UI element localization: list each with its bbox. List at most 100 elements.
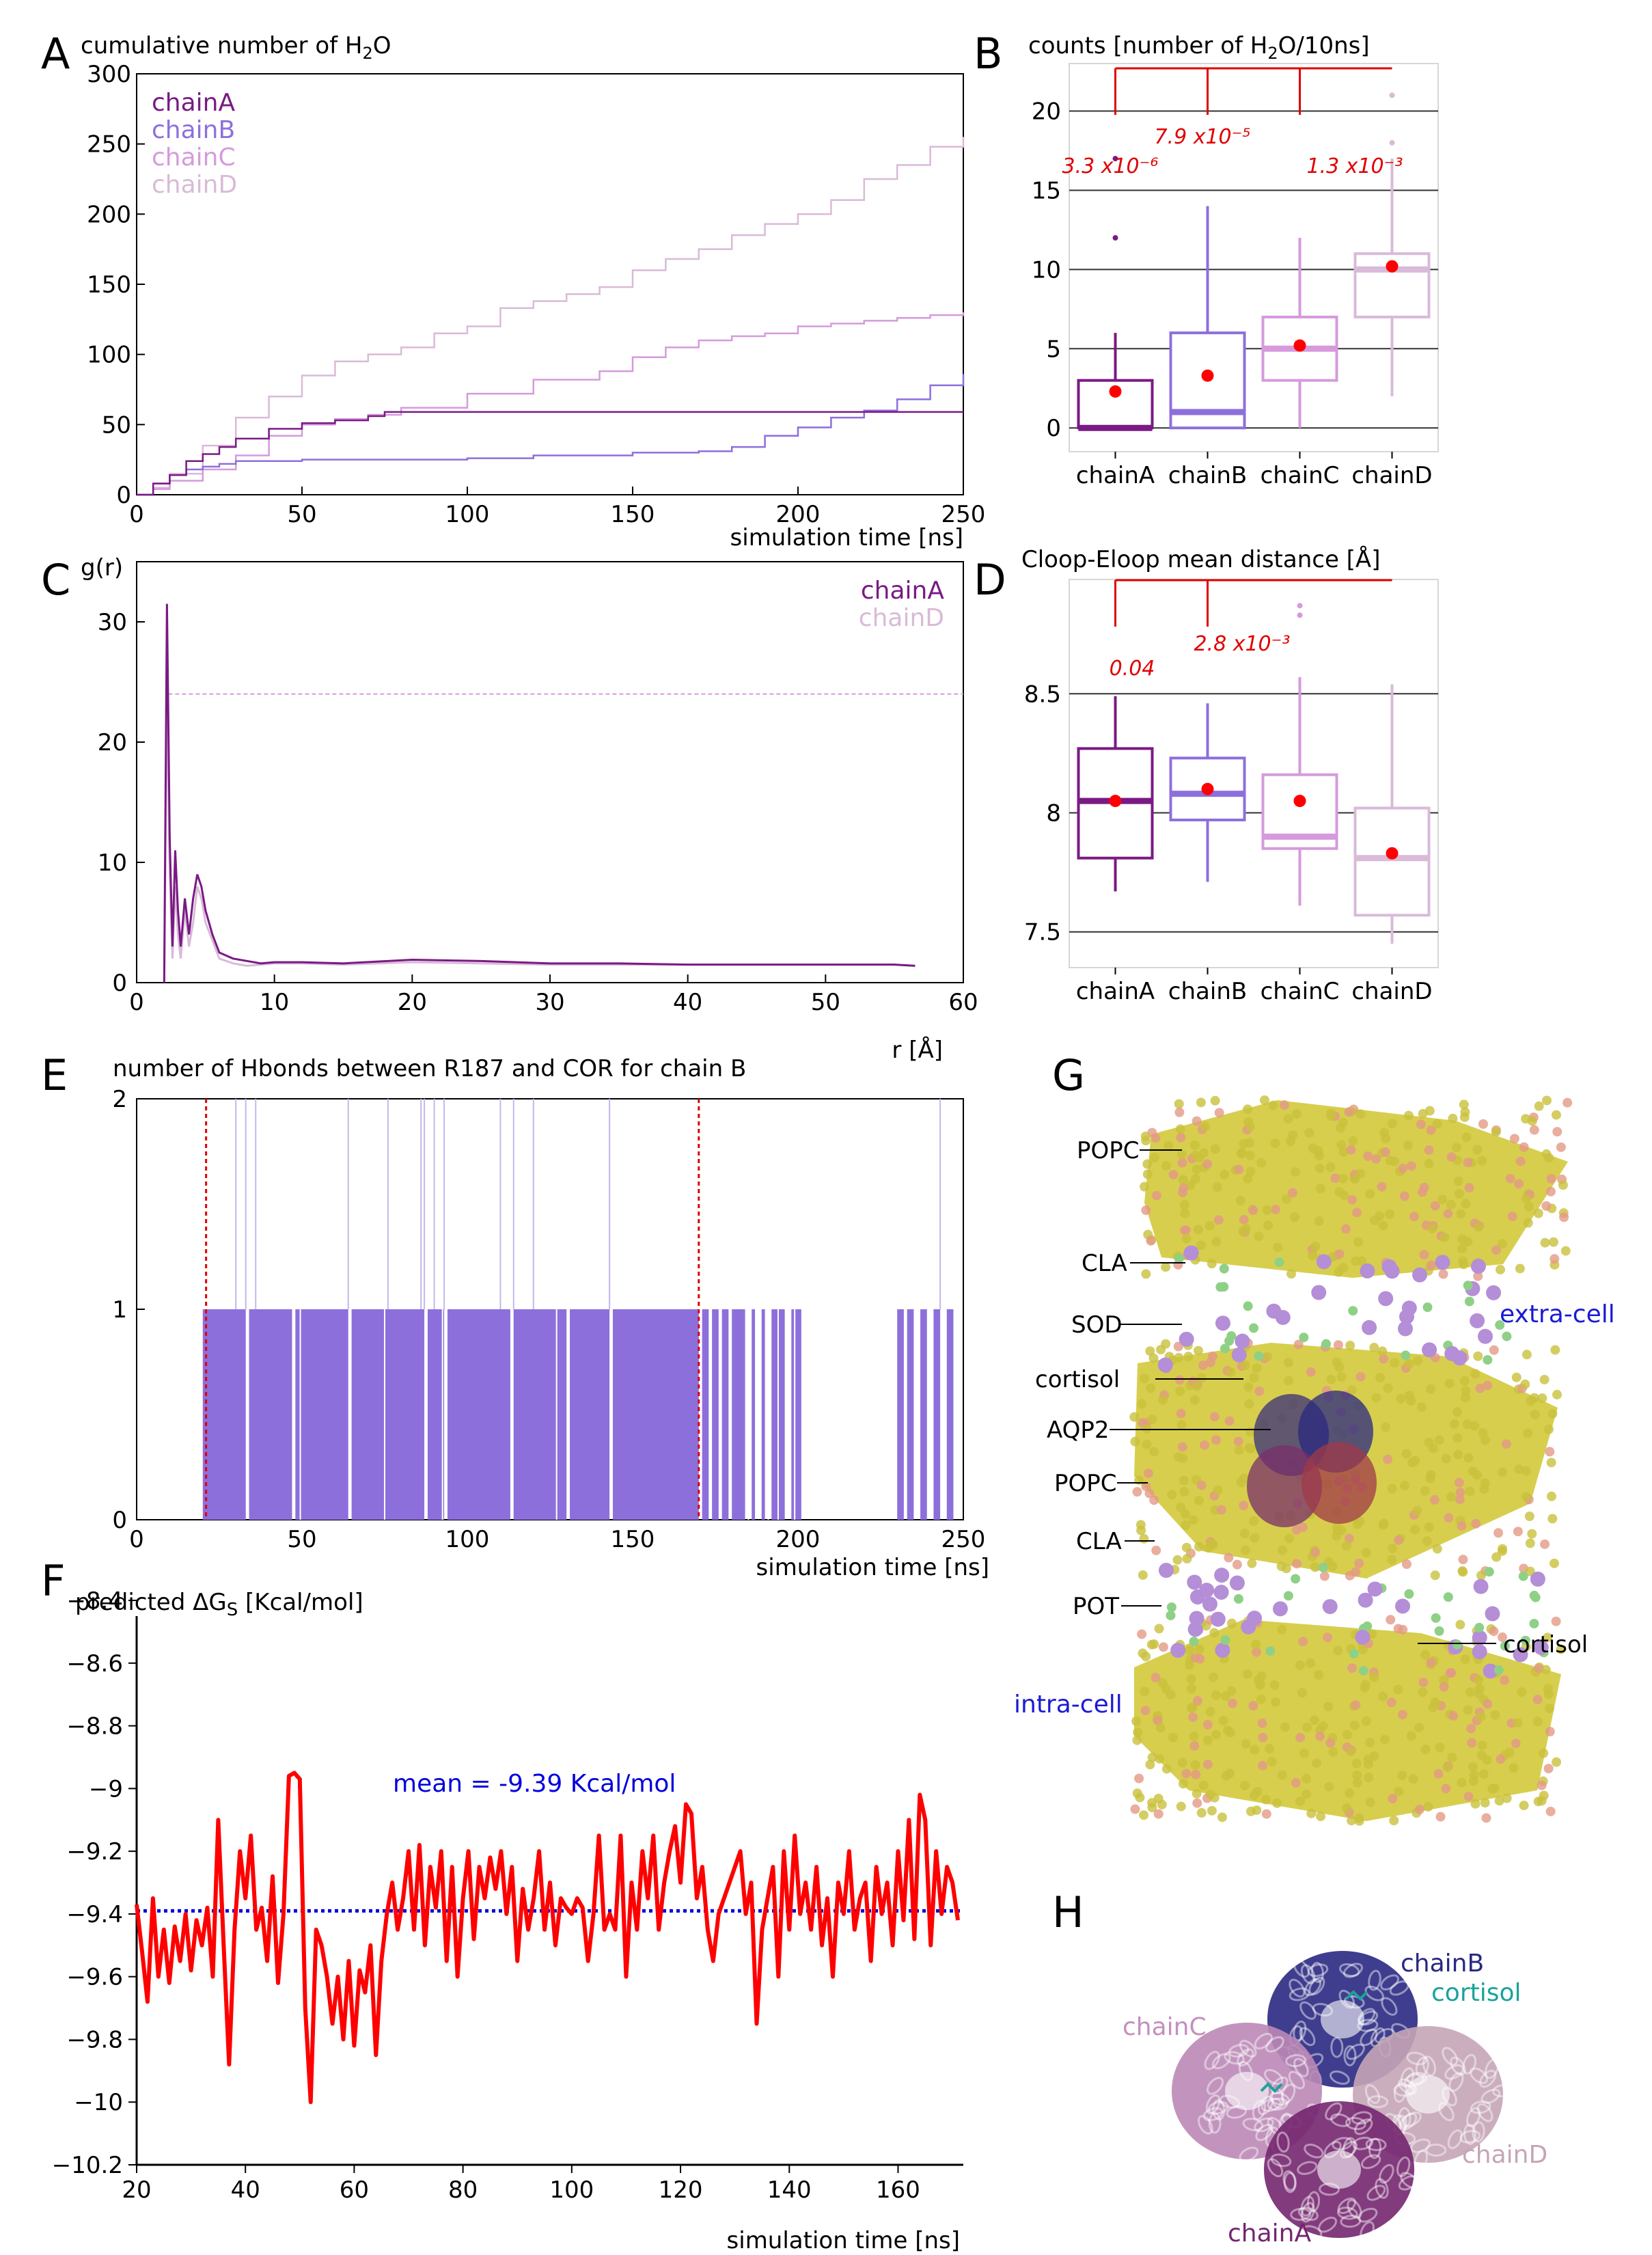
helix-ribbon — [1330, 2036, 1344, 2058]
lipid-atom — [1155, 1753, 1165, 1764]
xtick-label: 100 — [445, 1526, 490, 1553]
lipid-atom — [1141, 1136, 1151, 1146]
lipid-atom — [1168, 1732, 1178, 1742]
helix-ribbon — [1422, 2055, 1437, 2077]
ion-atom — [1358, 1665, 1368, 1676]
lipid-atom — [1406, 1731, 1416, 1741]
helix-ribbon — [1212, 2099, 1226, 2121]
lipid-atom — [1443, 1209, 1453, 1219]
lipid-atom — [1546, 1458, 1556, 1468]
lipid-atom — [1299, 1748, 1309, 1758]
lipid-atom — [1457, 1777, 1467, 1788]
lipid-atom — [1153, 1809, 1164, 1819]
panel-f: predicted ΔGS [Kcal/mol] −8.4−8.6−8.8−9−… — [52, 1587, 963, 2254]
ion-atom — [1202, 1596, 1217, 1612]
ion-atom — [1322, 1599, 1338, 1615]
lipid-atom — [1481, 1435, 1491, 1445]
lipid-atom — [1292, 1559, 1302, 1569]
ion-atom — [1397, 1321, 1413, 1337]
lipid-atom — [1476, 1570, 1486, 1581]
lipid-atom — [1142, 1423, 1152, 1434]
lipid-atom — [1254, 1231, 1264, 1242]
lipid-atom — [1490, 1710, 1500, 1720]
lipid-atom — [1383, 1383, 1393, 1393]
hbond-bar — [920, 1309, 927, 1520]
helix-ribbon — [1300, 1964, 1316, 1984]
lipid-atom — [1552, 1127, 1562, 1137]
helix-ribbon — [1400, 2172, 1419, 2189]
helix-ribbon — [1399, 2112, 1418, 2131]
lipid-atom — [1489, 1345, 1499, 1355]
lipid-atom — [1176, 1801, 1186, 1812]
lipid-atom — [1543, 1632, 1553, 1643]
ytick-label: 100 — [87, 342, 131, 369]
ytick-label: 0 — [116, 482, 131, 509]
ion-atom — [1219, 1282, 1229, 1292]
ions — [1157, 1245, 1549, 1679]
lipid-atom — [1364, 1759, 1374, 1769]
lipid-atom — [1234, 1445, 1244, 1456]
lipid-atom — [1519, 1142, 1529, 1152]
lipid-atom — [1552, 1757, 1562, 1767]
ion-atom — [1362, 1320, 1377, 1335]
lipid-atom — [1378, 1520, 1388, 1530]
lipid-atom — [1327, 1561, 1338, 1572]
lipid-atom — [1426, 1260, 1436, 1270]
panel-b-title: counts [number of H2O/10ns] — [1028, 32, 1370, 63]
helix-ribbon — [1425, 2144, 1447, 2157]
lipid-atom — [1227, 1618, 1237, 1628]
helix-ribbon — [1448, 2072, 1464, 2092]
lipid-atom — [1214, 1108, 1224, 1118]
lipid-atom — [1254, 1386, 1265, 1396]
series-line-chainD — [163, 694, 916, 983]
ion-atom — [1362, 1621, 1373, 1631]
lipid-atom — [1387, 1119, 1397, 1129]
helix-ribbon — [1346, 2043, 1365, 2060]
lipid-atom — [1167, 1490, 1177, 1500]
lipid-atom — [1351, 1567, 1361, 1577]
legend-chaind: chainD — [152, 171, 237, 199]
lipid-atom — [1181, 1520, 1191, 1531]
lipid-atom — [1240, 1360, 1250, 1370]
lipid-atom — [1308, 1143, 1318, 1153]
lipid-atom — [1258, 1732, 1268, 1742]
ion-atom — [1316, 1254, 1332, 1270]
lipid-atom — [1314, 1216, 1324, 1227]
lipid-atom — [1444, 1378, 1455, 1389]
lipid-atom — [1145, 1346, 1155, 1356]
lipid-atom — [1381, 1147, 1391, 1157]
helix-ribbon — [1300, 2196, 1314, 2217]
lipid-atom — [1256, 1671, 1267, 1681]
lipid-atom — [1471, 1518, 1481, 1529]
legend-chainc: chainC — [152, 144, 236, 172]
tetramer-chaina — [1264, 2101, 1419, 2241]
panel-label-e: E — [41, 1050, 68, 1100]
lipid-atom — [1534, 1663, 1544, 1673]
helix-ribbon — [1402, 2112, 1422, 2127]
lipid-atom — [1446, 1152, 1457, 1162]
ytick-label: −9.8 — [66, 2026, 123, 2053]
lipid-atom — [1523, 1218, 1533, 1228]
subunit-pore — [1225, 2072, 1269, 2110]
lipid-atom — [1319, 1571, 1330, 1581]
lipid-atom — [1475, 1383, 1485, 1393]
lipid-atom — [1142, 1439, 1152, 1449]
xtick-label: 150 — [611, 501, 655, 528]
lipid-atom — [1146, 1639, 1157, 1650]
lipid-atom — [1239, 1139, 1249, 1149]
lipid-atom — [1293, 1339, 1304, 1350]
outlier-point — [1112, 156, 1118, 162]
subunit-pore — [1406, 2075, 1450, 2114]
ion-atom — [1358, 1592, 1373, 1608]
panel-a-xticks: 0 50 100 150 200 250 — [129, 487, 985, 528]
lipid-atom — [1140, 1706, 1151, 1716]
lipid-atom — [1365, 1797, 1375, 1807]
lipid-atom — [1500, 1675, 1510, 1685]
lipid-atom — [1245, 1121, 1255, 1132]
lipid-atom — [1398, 1163, 1408, 1173]
helix-ribbon — [1364, 2084, 1380, 2105]
lipid-atom — [1239, 1501, 1249, 1511]
ytick-label: 20 — [1032, 98, 1061, 126]
ytick-label: −10.2 — [52, 2152, 123, 2179]
lipid-atom — [1180, 1509, 1190, 1519]
